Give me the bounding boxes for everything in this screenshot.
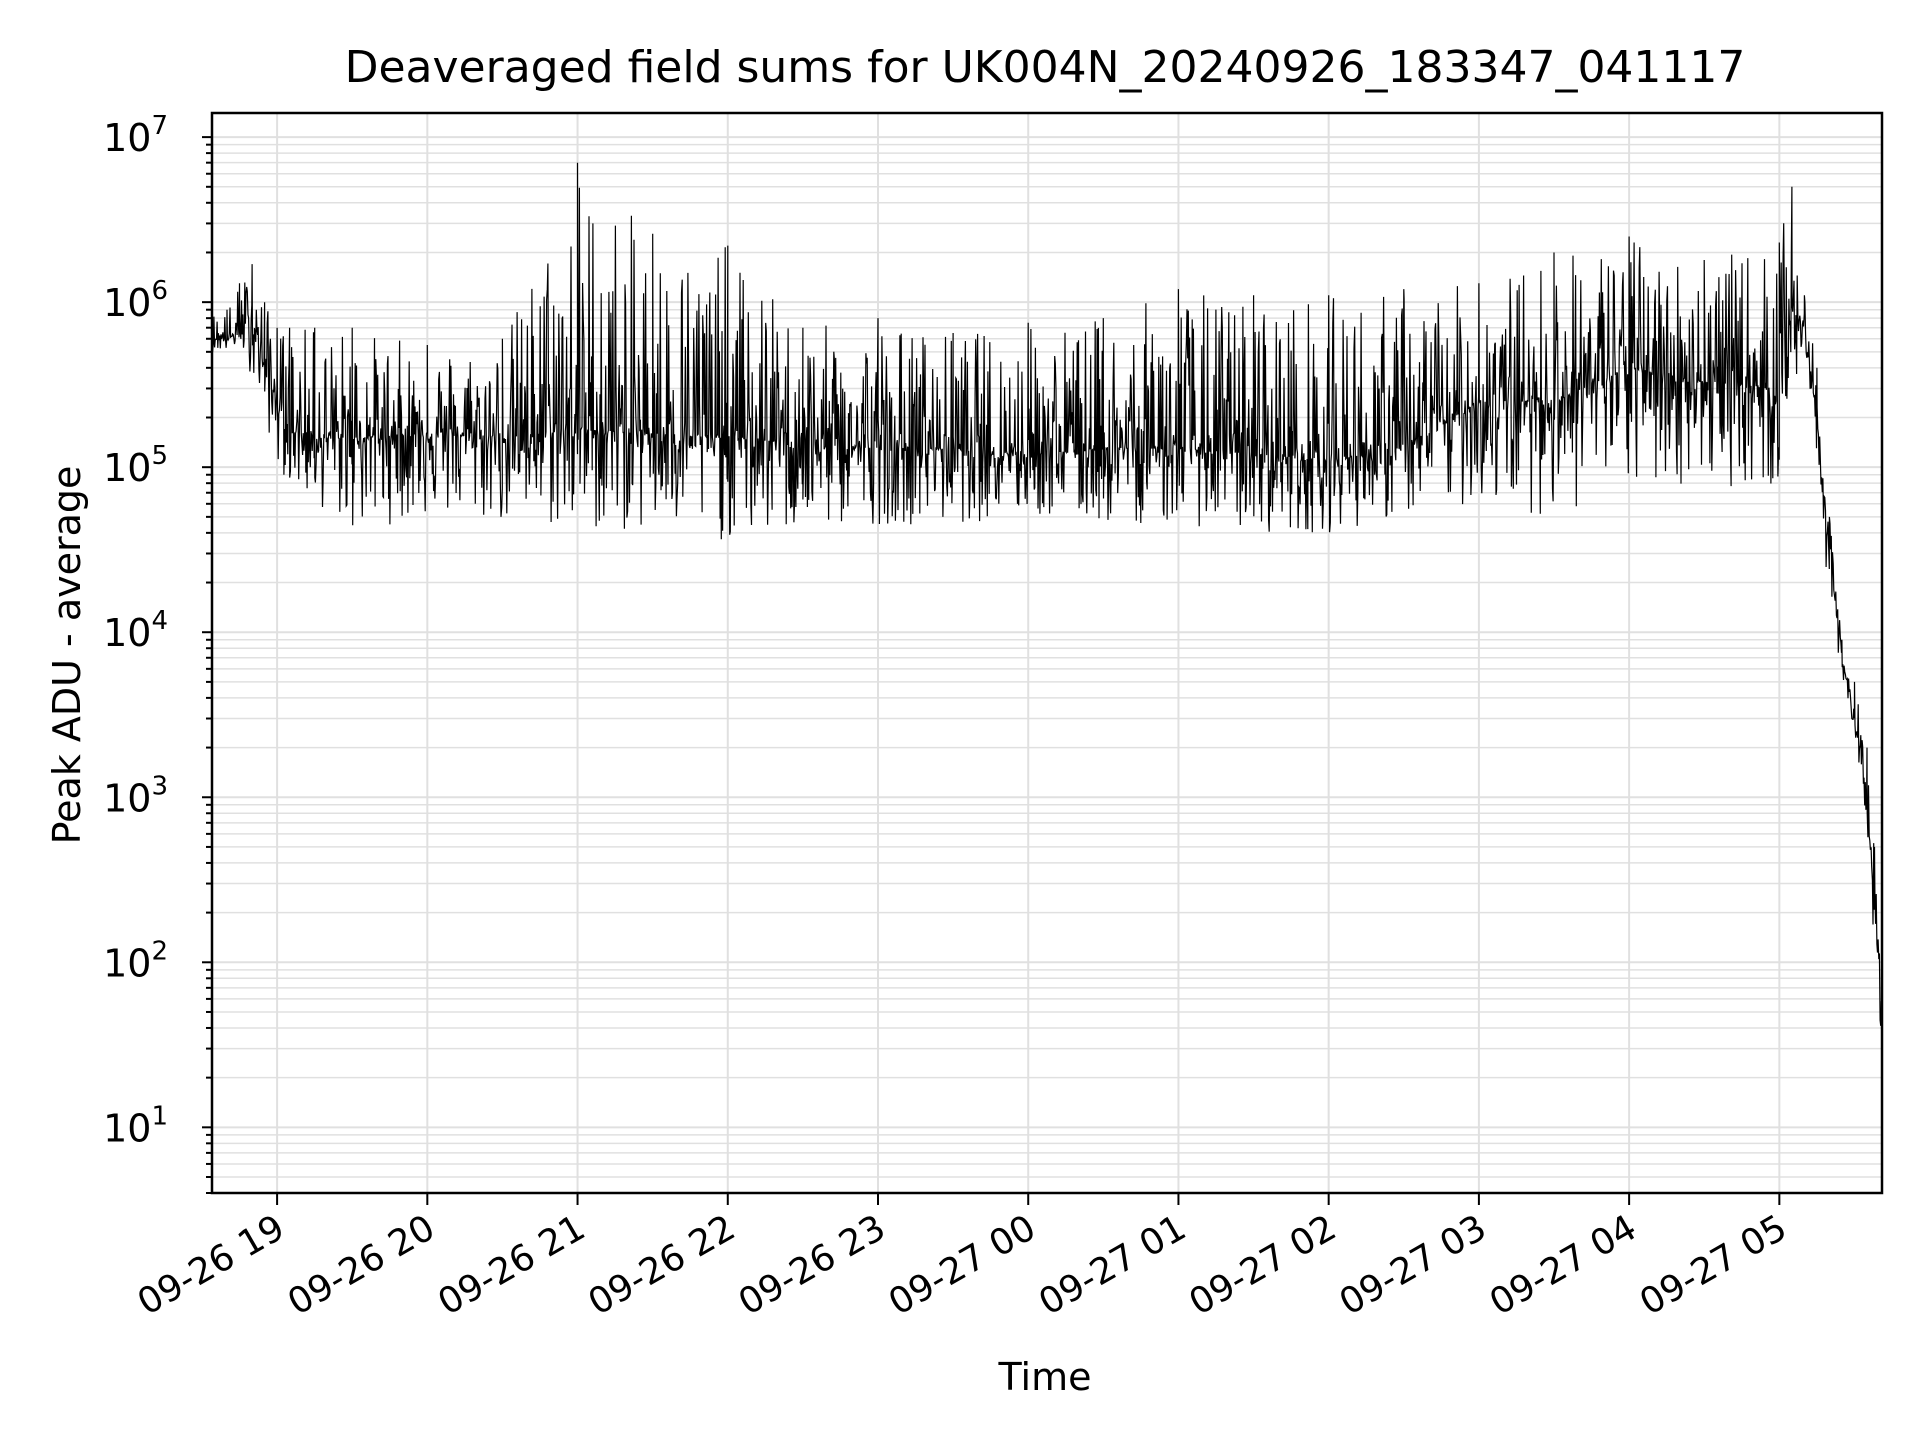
y-axis-label: Peak ADU - average: [45, 466, 89, 845]
x-tick-label: 09-26 20: [281, 1207, 442, 1323]
x-tick-label: 09-26 22: [582, 1207, 743, 1323]
y-tick-label: 101: [103, 1101, 168, 1150]
x-tick-label: 09-26 23: [732, 1207, 893, 1323]
y-tick-label: 107: [103, 111, 168, 160]
x-tick-label: 09-27 00: [882, 1207, 1043, 1323]
x-tick-label: 09-26 19: [131, 1207, 292, 1323]
y-tick-label: 104: [103, 606, 168, 655]
plot-area: [210, 111, 1884, 1195]
x-tick-label: 09-26 21: [431, 1207, 592, 1323]
chart-title: Deaveraged field sums for UK004N_2024092…: [345, 42, 1746, 93]
data-series-line: [211, 162, 1883, 1029]
y-tick-label: 102: [103, 936, 168, 985]
y-tick-label: 105: [103, 441, 168, 490]
x-axis-label: Time: [998, 1355, 1092, 1399]
series-layer: [211, 162, 1883, 1029]
x-tick-label: 09-27 05: [1633, 1207, 1794, 1323]
grid: [212, 113, 1882, 1194]
x-tick-label: 09-27 03: [1333, 1207, 1494, 1323]
x-tick-label: 09-27 01: [1032, 1207, 1193, 1323]
x-tick-label: 09-27 04: [1483, 1207, 1644, 1323]
x-tick-label: 09-27 02: [1182, 1207, 1343, 1323]
y-tick-label: 103: [103, 771, 168, 820]
y-tick-label: 106: [103, 276, 168, 325]
y-axis: 101 102 103 104 105 106 107: [103, 111, 212, 1194]
